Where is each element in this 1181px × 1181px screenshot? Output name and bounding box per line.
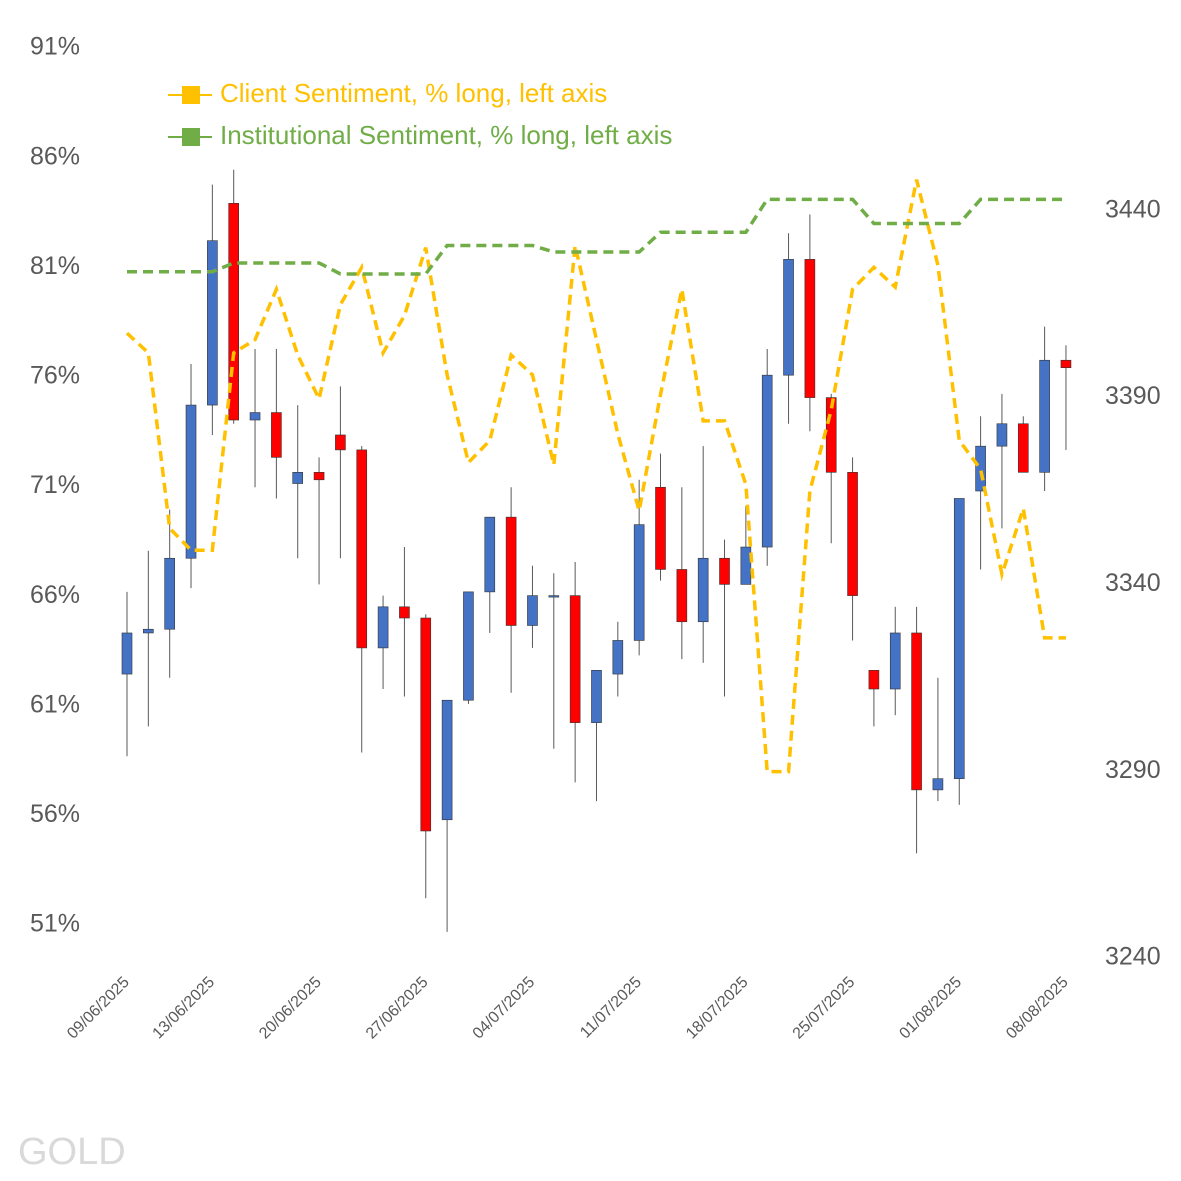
candle-body bbox=[505, 516, 517, 626]
y2-tick-label: 3390 bbox=[1105, 382, 1161, 410]
candle-body bbox=[847, 472, 858, 596]
candle-body bbox=[249, 412, 261, 421]
y2-tick-label: 3440 bbox=[1105, 195, 1161, 223]
candle-body bbox=[953, 498, 965, 779]
watermark: GOLD bbox=[18, 1131, 126, 1173]
candle-body bbox=[377, 606, 389, 649]
y2-tick-label: 3340 bbox=[1105, 569, 1161, 597]
candle-body bbox=[292, 472, 304, 484]
y-tick-label: 91% bbox=[30, 33, 80, 61]
x-tick-label: 25/07/2025 bbox=[790, 974, 859, 1043]
x-tick-label: 13/06/2025 bbox=[150, 974, 219, 1043]
y-tick-label: 76% bbox=[30, 362, 80, 390]
candle-body bbox=[783, 259, 794, 376]
x-tick-label: 11/07/2025 bbox=[577, 974, 645, 1042]
x-tick-label: 18/07/2025 bbox=[683, 974, 752, 1043]
legend-swatch bbox=[182, 128, 200, 146]
candle-body bbox=[207, 240, 218, 406]
candle-body bbox=[975, 445, 986, 492]
candle-body bbox=[911, 632, 922, 791]
candle-body bbox=[399, 606, 410, 619]
candle-body bbox=[932, 778, 944, 791]
x-tick-label: 08/08/2025 bbox=[1003, 974, 1072, 1043]
candle-body bbox=[868, 670, 880, 690]
candle-body bbox=[420, 617, 432, 832]
candle-body bbox=[676, 569, 688, 623]
candle-body bbox=[463, 591, 474, 701]
candle-body bbox=[484, 516, 496, 593]
legend-label: Institutional Sentiment, % long, left ax… bbox=[220, 120, 672, 150]
candle-body bbox=[441, 699, 453, 821]
candle-body bbox=[313, 472, 325, 481]
legend-label: Client Sentiment, % long, left axis bbox=[220, 78, 607, 108]
candle-body bbox=[164, 557, 175, 630]
candle-body bbox=[1017, 423, 1029, 473]
x-tick-label: 04/07/2025 bbox=[470, 974, 539, 1043]
candle-body bbox=[740, 546, 752, 585]
y-tick-label: 66% bbox=[30, 581, 80, 609]
candle-body bbox=[228, 203, 239, 421]
y-tick-label: 81% bbox=[30, 252, 80, 280]
y2-tick-label: 3290 bbox=[1105, 756, 1161, 784]
candle-body bbox=[996, 423, 1008, 447]
candle-body bbox=[825, 397, 837, 473]
candle-body bbox=[1039, 359, 1050, 473]
candle-body bbox=[271, 412, 282, 458]
candle-body bbox=[527, 595, 538, 626]
y-tick-label: 61% bbox=[30, 690, 80, 718]
x-tick-label: 01/08/2025 bbox=[896, 974, 965, 1043]
series-line bbox=[127, 197, 1066, 276]
candle-body bbox=[548, 595, 560, 598]
y2-tick-label: 3240 bbox=[1105, 943, 1161, 971]
x-tick-label: 20/06/2025 bbox=[256, 974, 325, 1043]
candle-body bbox=[143, 628, 154, 634]
candle-body bbox=[697, 557, 709, 623]
x-tick-label: 27/06/2025 bbox=[363, 974, 432, 1043]
candle-body bbox=[889, 632, 901, 690]
candle-body bbox=[633, 524, 645, 641]
legend-item: Institutional Sentiment, % long, left ax… bbox=[168, 120, 672, 150]
candle-body bbox=[121, 632, 133, 675]
y-tick-label: 51% bbox=[30, 910, 80, 938]
candle-body bbox=[761, 374, 773, 548]
candle-body bbox=[356, 449, 368, 649]
candle-body bbox=[569, 595, 581, 723]
candle-body bbox=[655, 486, 666, 570]
candle-body bbox=[1060, 359, 1072, 369]
candle-body bbox=[591, 670, 602, 723]
candle-body bbox=[804, 259, 816, 398]
x-tick-label: 09/06/2025 bbox=[64, 974, 133, 1043]
y-tick-label: 86% bbox=[30, 142, 80, 170]
candle-body bbox=[612, 640, 624, 675]
candle-body bbox=[719, 557, 730, 585]
y-tick-label: 71% bbox=[30, 471, 80, 499]
candle-body bbox=[335, 434, 346, 451]
y-tick-label: 56% bbox=[30, 800, 80, 828]
candle-body bbox=[185, 404, 197, 559]
legend-swatch bbox=[182, 86, 200, 104]
legend-item: Client Sentiment, % long, left axis bbox=[168, 78, 607, 108]
